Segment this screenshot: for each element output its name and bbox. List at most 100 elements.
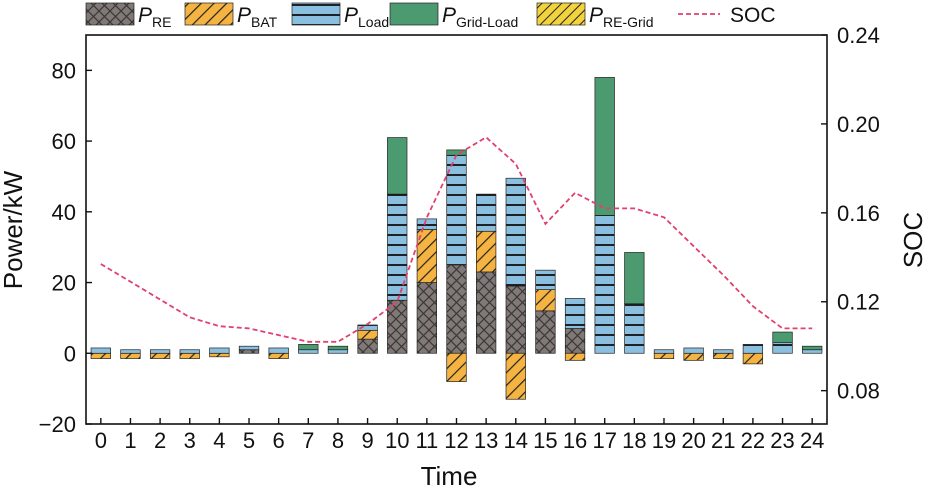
bar-load-6 <box>268 347 289 354</box>
legend-swatch-re <box>85 2 135 26</box>
legend-label-re: PRE <box>138 4 171 30</box>
x-tick-label: 4 <box>213 428 225 453</box>
bar-load-22 <box>742 344 764 354</box>
x-tick-label: 9 <box>361 428 373 453</box>
legend-swatch-bat <box>184 2 234 26</box>
legend-label-soc: SOC <box>730 4 776 27</box>
bar-load-24 <box>802 349 823 354</box>
x-tick-label: 8 <box>332 428 344 453</box>
bar-bat-15 <box>535 289 556 312</box>
bar-load-7 <box>298 349 319 354</box>
bar-re-15 <box>535 310 556 354</box>
y2-tick-label: 0.16 <box>837 201 880 226</box>
legend-swatch-re_grid <box>536 2 586 26</box>
bar-re-12 <box>446 264 467 354</box>
bar-load-23 <box>772 342 793 354</box>
bar-load-14 <box>505 177 526 287</box>
bar-load-3 <box>179 349 200 354</box>
bar-grid_load-8 <box>327 345 349 351</box>
bar-re-13 <box>476 271 497 354</box>
legend-label-bat: PBAT <box>237 4 278 30</box>
bar-bat-4 <box>209 352 230 358</box>
bar-grid_load-23 <box>772 331 793 344</box>
bar-load-18 <box>624 303 645 354</box>
y2-tick-label: 0.08 <box>837 379 880 404</box>
bar-grid_load-7 <box>298 344 319 351</box>
legend-swatch-load <box>291 2 341 26</box>
bar-load-1 <box>120 349 141 354</box>
bar-re-11 <box>416 282 437 354</box>
bar-re-5 <box>238 349 260 354</box>
x-tick-label: 3 <box>184 428 196 453</box>
bar-load-20 <box>683 347 704 354</box>
bar-load-13 <box>476 193 497 232</box>
soc-line <box>100 136 813 343</box>
bar-load-15 <box>535 269 556 290</box>
bars <box>90 77 823 400</box>
x-tick-label: 22 <box>741 428 765 453</box>
bar-load-12 <box>446 154 467 266</box>
legend: PRE PBAT PLoad PGrid-Load PRE-Grid SOC <box>85 2 776 30</box>
bar-load-4 <box>209 347 230 354</box>
bar-load-17 <box>594 215 615 354</box>
bar-grid_load-24 <box>802 345 823 351</box>
x-tick-label: 10 <box>385 428 409 453</box>
bar-bat-22 <box>742 352 764 365</box>
x-tick-label: 12 <box>444 428 468 453</box>
bar-bat-2 <box>149 352 171 359</box>
bar-grid_load-10 <box>387 137 408 195</box>
y2-axis-title: SOC <box>898 212 928 268</box>
x-tick-label: 18 <box>622 428 646 453</box>
bar-bat-9 <box>357 329 378 340</box>
bar-load-8 <box>327 349 349 354</box>
y2-tick-label: 0.12 <box>837 290 880 315</box>
bar-load-19 <box>653 349 675 354</box>
x-tick-label: 16 <box>563 428 587 453</box>
bar-grid_load-17 <box>594 77 615 216</box>
x-tick-label: 15 <box>533 428 557 453</box>
bar-bat-1 <box>120 352 141 359</box>
bar-bat-16 <box>564 352 586 361</box>
x-tick-label: 20 <box>681 428 705 453</box>
bar-bat-21 <box>713 352 734 359</box>
right-axis: 0.08 0.12 0.16 0.20 0.24 <box>821 23 880 404</box>
y-tick-label: 0 <box>64 341 76 366</box>
y-axis-title: Power/kW <box>0 170 28 289</box>
legend-label-re_grid: PRE-Grid <box>589 4 654 30</box>
x-tick-label: 19 <box>652 428 676 453</box>
bar-grid_load-18 <box>624 252 645 305</box>
legend-label-load: PLoad <box>344 4 389 30</box>
x-tick-label: 14 <box>504 428 528 453</box>
bar-load-0 <box>90 347 111 354</box>
legend-label-grid_load: PGrid-Load <box>442 4 518 30</box>
x-tick-label: 21 <box>711 428 735 453</box>
x-axis: 0 1 2 3 4 5 6 7 8 9 10 11 12 13 14 15 16 17 18 19 20 21 22 23 24 <box>95 418 824 453</box>
y2-tick-label: 0.24 <box>837 23 880 48</box>
x-tick-label: 11 <box>415 428 438 453</box>
bar-load-5 <box>238 345 260 351</box>
y2-tick-label: 0.20 <box>837 112 880 137</box>
y-tick-label: 80 <box>52 58 76 83</box>
x-tick-label: 17 <box>592 428 616 453</box>
x-tick-label: 1 <box>124 428 136 453</box>
x-tick-label: 24 <box>800 428 824 453</box>
x-tick-label: 5 <box>243 428 255 453</box>
y-tick-label: 60 <box>52 129 76 154</box>
bar-bat-3 <box>179 352 200 359</box>
bar-load-16 <box>564 298 586 329</box>
y-tick-label: 40 <box>52 200 76 225</box>
bar-bat-14 <box>505 352 526 400</box>
y-tick-label: −20 <box>39 412 76 437</box>
bar-re-16 <box>564 328 586 354</box>
bar-load-2 <box>149 349 171 354</box>
bar-bat-6 <box>268 352 289 359</box>
bar-load-11 <box>416 218 437 230</box>
legend-swatch-grid_load <box>389 2 439 26</box>
x-tick-label: 7 <box>302 428 314 453</box>
bar-bat-0 <box>90 352 111 359</box>
x-tick-label: 13 <box>474 428 498 453</box>
bar-re-14 <box>505 285 526 354</box>
bar-bat-12 <box>446 352 467 382</box>
left-axis: −20 0 20 40 60 80 <box>39 58 92 437</box>
